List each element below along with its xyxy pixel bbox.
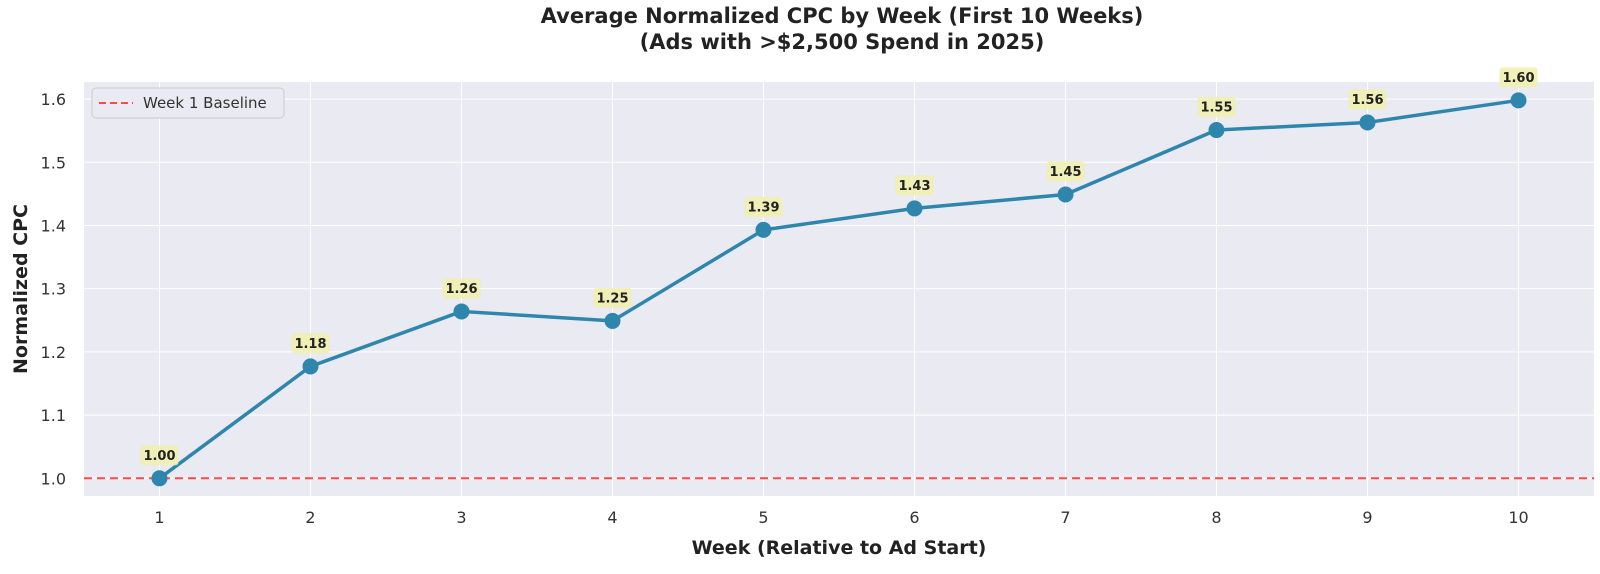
data-label-box: [744, 196, 783, 217]
data-point: [453, 303, 470, 320]
y-tick-label: 1.5: [41, 153, 66, 172]
y-tick-label: 1.6: [41, 90, 66, 109]
y-tick-label: 1.1: [41, 406, 66, 425]
data-labels-group: 1.00 1.18 1.26 1.25 1.39 1.43 1.45 1.55 1.56 1.60: [140, 67, 1538, 466]
data-label: 1.60: [1502, 71, 1534, 86]
data-label: 1.45: [1049, 165, 1081, 180]
data-point: [906, 200, 923, 217]
y-tick-label: 1.4: [41, 216, 66, 235]
data-point: [302, 358, 319, 375]
x-tick-label: 10: [1508, 508, 1528, 527]
data-label: 1.39: [747, 200, 779, 215]
legend: Week 1 Baseline: [91, 87, 285, 119]
data-label-box: [1046, 161, 1085, 182]
x-tick-label: 3: [456, 508, 466, 527]
data-point: [1510, 92, 1527, 109]
data-point: [151, 470, 168, 487]
data-point: [755, 221, 772, 238]
data-label: 1.43: [898, 179, 930, 194]
x-axis-label: Week (Relative to Ad Start): [692, 537, 987, 559]
data-label: 1.56: [1351, 93, 1383, 108]
data-point: [604, 312, 621, 329]
data-label: 1.00: [143, 449, 175, 464]
chart-title-line2: (Ads with >$2,500 Spend in 2025): [640, 30, 1045, 54]
data-label-box: [1348, 89, 1387, 110]
data-point: [1057, 186, 1074, 203]
data-label-box: [1499, 67, 1538, 88]
legend-label-baseline: Week 1 Baseline: [143, 94, 267, 112]
y-tick-label: 1.0: [41, 469, 66, 488]
data-point: [1359, 114, 1376, 131]
data-label-box: [442, 278, 481, 299]
x-tick-label: 5: [758, 508, 768, 527]
x-axis-ticks: 1 2 3 4 5 6 7 8 9 10: [154, 508, 1528, 527]
series-line: [158, 98, 1519, 480]
data-label: 1.18: [294, 337, 326, 352]
chart-title-line1: Average Normalized CPC by Week (First 10…: [541, 4, 1144, 28]
y-axis-label: Normalized CPC: [10, 204, 32, 374]
data-label-box: [140, 445, 179, 466]
data-label: 1.25: [596, 291, 628, 306]
x-tick-label: 1: [154, 508, 164, 527]
data-label: 1.26: [445, 282, 477, 297]
y-tick-label: 1.2: [41, 343, 66, 362]
series-group: [151, 92, 1527, 487]
x-tick-label: 4: [607, 508, 617, 527]
x-tick-label: 7: [1060, 508, 1070, 527]
y-axis-ticks: 1.0 1.1 1.2 1.3 1.4 1.5 1.6: [41, 90, 66, 488]
data-label-box: [593, 287, 632, 308]
data-label-box: [291, 333, 330, 354]
data-point: [1208, 122, 1225, 139]
legend-box: [91, 87, 285, 119]
data-label: 1.55: [1200, 101, 1232, 116]
data-label-box: [1197, 97, 1236, 118]
x-tick-label: 9: [1362, 508, 1372, 527]
y-tick-label: 1.3: [41, 280, 66, 299]
data-label-box: [895, 175, 934, 196]
x-tick-label: 8: [1211, 508, 1221, 527]
x-tick-label: 6: [909, 508, 919, 527]
x-tick-label: 2: [305, 508, 315, 527]
